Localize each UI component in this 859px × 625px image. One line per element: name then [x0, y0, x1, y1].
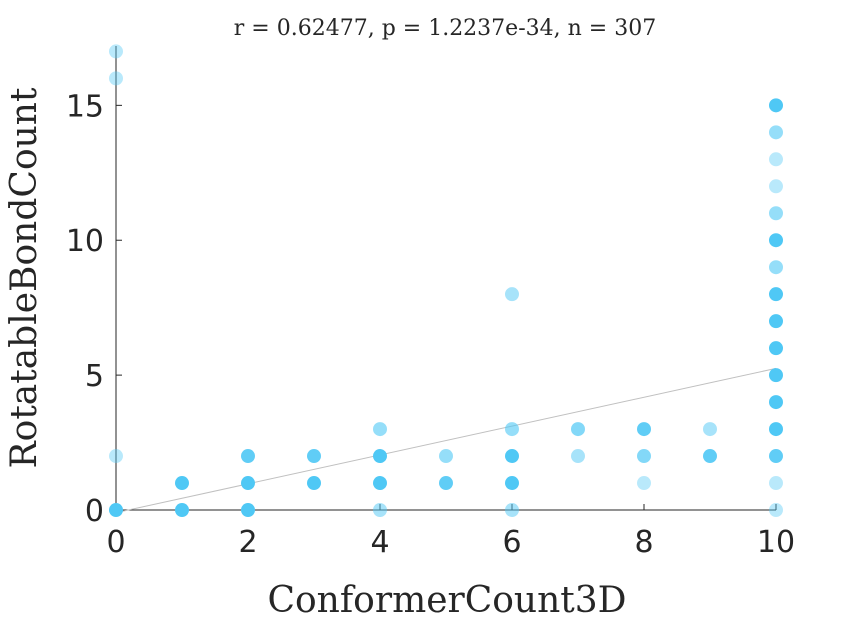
data-points [109, 44, 783, 517]
x-axis-ticks: 0 2 4 6 8 10 [106, 504, 795, 560]
y-tick-label: 10 [66, 224, 104, 259]
data-point [769, 98, 783, 113]
data-point [373, 449, 387, 464]
data-point [769, 287, 783, 302]
data-point [109, 449, 123, 464]
x-tick-label: 2 [238, 525, 257, 560]
x-axis-label: ConformerCount3D [267, 580, 626, 621]
data-point [505, 503, 519, 517]
data-point [769, 368, 783, 383]
data-point [769, 260, 783, 275]
plot-area: 0 2 4 6 8 10 0 5 10 15 [66, 44, 795, 560]
data-point [769, 476, 783, 491]
x-tick-label: 0 [106, 525, 125, 560]
data-point [769, 125, 783, 140]
x-tick-label: 4 [370, 525, 389, 560]
data-point [505, 476, 519, 491]
data-point [505, 422, 519, 437]
data-point [769, 179, 783, 194]
x-tick-label: 8 [634, 525, 653, 560]
data-point [769, 206, 783, 221]
data-point [109, 503, 123, 517]
y-tick-label: 0 [85, 494, 104, 529]
data-point [241, 503, 255, 517]
data-point [439, 449, 453, 464]
data-point [241, 449, 255, 464]
data-point [307, 476, 321, 491]
data-point [109, 44, 123, 59]
data-point [175, 476, 189, 491]
data-point [175, 503, 189, 517]
data-point [769, 395, 783, 410]
x-tick-label: 10 [757, 525, 795, 560]
data-point [769, 152, 783, 167]
data-point [637, 476, 651, 491]
data-point [703, 449, 717, 464]
y-axis-label: RotatableBondCount [4, 87, 45, 468]
data-point [769, 341, 783, 356]
data-point [373, 476, 387, 491]
data-point [439, 476, 453, 491]
data-point [505, 287, 519, 302]
data-point [769, 314, 783, 329]
x-tick-label: 6 [502, 525, 521, 560]
chart-title: r = 0.62477, p = 1.2237e-34, n = 307 [234, 16, 656, 41]
y-axis-ticks: 0 5 10 15 [66, 89, 122, 529]
data-point [373, 422, 387, 437]
data-point [637, 422, 651, 437]
data-point [637, 449, 651, 464]
data-point [109, 71, 123, 86]
data-point [769, 449, 783, 464]
data-point [373, 503, 387, 517]
data-point [769, 422, 783, 437]
data-point [307, 449, 321, 464]
data-point [769, 503, 783, 517]
data-point [571, 422, 585, 437]
trend-line [115, 367, 777, 514]
data-point [571, 449, 585, 464]
y-tick-label: 15 [66, 89, 104, 124]
y-tick-label: 5 [85, 359, 104, 394]
data-point [769, 233, 783, 248]
data-point [703, 422, 717, 437]
data-point [241, 476, 255, 491]
data-point [505, 449, 519, 464]
